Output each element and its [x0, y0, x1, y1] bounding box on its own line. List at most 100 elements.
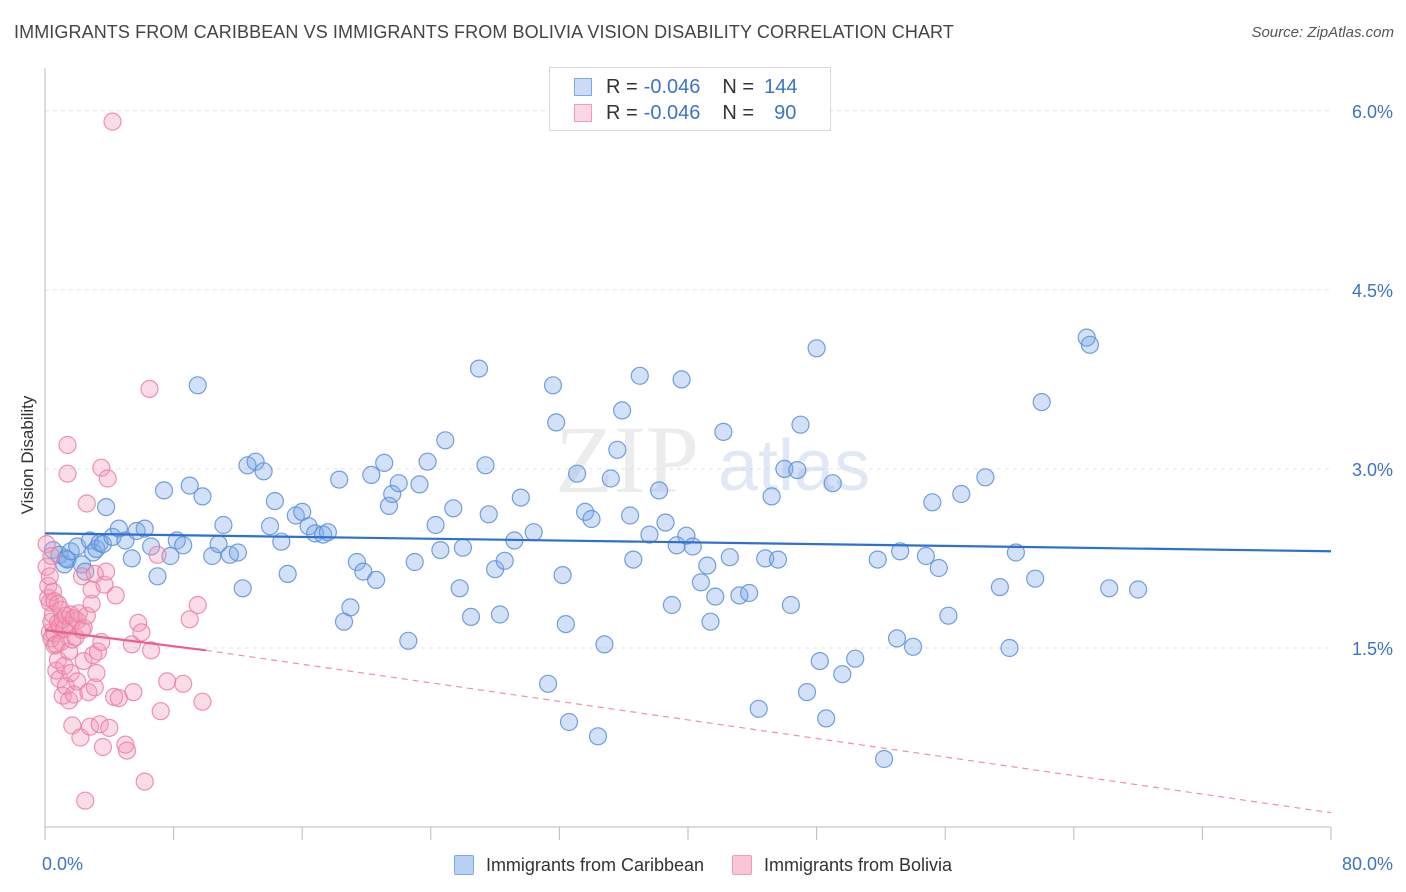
- caribbean-point: [96, 498, 116, 517]
- caribbean-point: [214, 515, 233, 535]
- y-tick-label: 4.5%: [1352, 281, 1393, 301]
- caribbean-point: [1006, 543, 1026, 562]
- bolivia-point: [132, 623, 151, 642]
- bolivia-point: [63, 630, 82, 649]
- n-label: N =: [722, 101, 755, 124]
- trend-lines: [44, 532, 1332, 814]
- caribbean-point: [595, 635, 614, 654]
- caribbean-point: [649, 481, 669, 500]
- bolivia-point: [135, 772, 154, 791]
- legend-swatch-bolivia: [732, 855, 753, 875]
- caribbean-point: [952, 484, 971, 504]
- caribbean-point: [553, 565, 572, 585]
- bolivia-point: [96, 562, 116, 581]
- caribbean-point: [122, 549, 141, 568]
- caribbean-point: [362, 465, 381, 484]
- caribbean-point: [788, 461, 807, 480]
- bolivia-point: [103, 112, 122, 131]
- bolivia-points: [37, 112, 212, 810]
- bolivia-point: [51, 600, 71, 619]
- caribbean-point: [180, 476, 199, 495]
- bolivia-point: [106, 586, 125, 605]
- bolivia-point: [77, 606, 96, 625]
- caribbean-point: [436, 431, 455, 450]
- caribbean-point: [469, 359, 489, 378]
- caribbean-point: [265, 492, 284, 511]
- bolivia-point: [42, 546, 61, 566]
- bolivia-point: [158, 672, 177, 691]
- bolivia-point: [90, 715, 109, 734]
- caribbean-point: [389, 474, 408, 493]
- caribbean-point: [807, 339, 826, 358]
- caribbean-point: [823, 474, 842, 493]
- caribbean-point: [677, 526, 696, 545]
- caribbean-point: [341, 598, 360, 617]
- bolivia-point: [82, 594, 101, 613]
- x-tick-label: 0.0%: [42, 854, 83, 874]
- caribbean-point: [601, 469, 620, 488]
- bolivia-point: [85, 678, 104, 697]
- caribbean-point: [299, 517, 318, 536]
- caribbean-trend-line: [44, 532, 1332, 553]
- bolivia-point: [98, 469, 117, 488]
- caribbean-point: [620, 506, 640, 525]
- caribbean-point: [193, 487, 212, 506]
- caribbean-point: [330, 470, 349, 489]
- legend-row-caribbean: R = -0.046 N = 144: [574, 75, 797, 99]
- caribbean-point: [1026, 569, 1045, 588]
- bolivia-point: [93, 737, 113, 757]
- caribbean-point: [691, 573, 711, 592]
- bolivia-point: [148, 545, 167, 564]
- bolivia-point: [68, 611, 87, 630]
- axes: [44, 68, 1332, 840]
- caribbean-point: [662, 595, 682, 615]
- bolivia-point: [74, 651, 93, 671]
- caribbean-point: [706, 587, 725, 606]
- bolivia-point: [37, 534, 56, 554]
- n-value: 90: [774, 101, 797, 124]
- caribbean-point: [538, 674, 558, 693]
- watermark-zip: ZIP: [555, 406, 699, 513]
- caribbean-point: [1000, 638, 1019, 658]
- bolivia-point: [76, 791, 95, 810]
- source-label: Source: ZipAtlas.com: [1251, 24, 1394, 41]
- bolivia-point: [74, 618, 93, 637]
- y-tick-label: 6.0%: [1352, 102, 1393, 122]
- caribbean-point: [672, 370, 691, 389]
- caribbean-point: [174, 536, 193, 555]
- bolivia-point: [117, 741, 137, 760]
- caribbean-point: [608, 440, 627, 459]
- caribbean-point: [135, 519, 154, 538]
- legend-row-bolivia: R = -0.046 N = 90: [574, 101, 796, 125]
- chart-title: IMMIGRANTS FROM CARIBBEAN VS IMMIGRANTS …: [14, 22, 954, 42]
- legend-label-caribbean: Immigrants from Caribbean: [485, 854, 705, 875]
- caribbean-point: [640, 525, 659, 544]
- caribbean-point: [188, 376, 207, 395]
- caribbean-point: [1032, 393, 1051, 412]
- caribbean-point: [612, 401, 632, 420]
- caribbean-point: [254, 462, 273, 481]
- caribbean-points: [43, 328, 1148, 769]
- bolivia-point: [77, 494, 96, 513]
- r-label: R =: [606, 101, 638, 124]
- caribbean-point: [461, 607, 481, 627]
- caribbean-point: [418, 452, 437, 471]
- bolivia-point: [68, 672, 87, 691]
- bolivia-point: [151, 702, 170, 721]
- caribbean-point: [426, 515, 445, 535]
- caribbean-point: [444, 499, 463, 518]
- caribbean-point: [739, 583, 759, 603]
- bolivia-point: [116, 735, 135, 754]
- bolivia-point: [174, 674, 193, 693]
- bolivia-trend-line: [44, 628, 206, 652]
- legend-label-bolivia: Immigrants from Bolivia: [764, 854, 953, 875]
- caribbean-point: [939, 606, 958, 625]
- caribbean-point: [916, 546, 936, 566]
- caribbean-point: [1080, 335, 1100, 354]
- bolivia-point: [95, 575, 114, 594]
- bolivia-point: [55, 656, 74, 676]
- caribbean-point: [556, 614, 575, 634]
- legend-item-bolivia: Immigrants from Bolivia: [732, 855, 952, 876]
- caribbean-point: [588, 727, 608, 746]
